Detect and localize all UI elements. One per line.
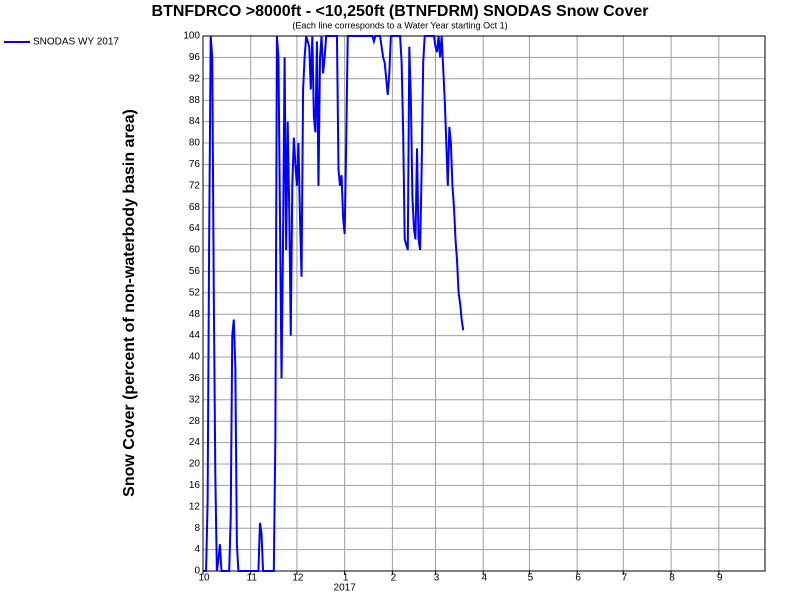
x-tick-label: 8 bbox=[669, 573, 675, 584]
y-tick-label: 76 bbox=[189, 159, 201, 170]
x-tick-label: 5 bbox=[528, 573, 534, 584]
y-tick-label: 8 bbox=[194, 523, 200, 534]
x-tick-label: 12 bbox=[292, 573, 304, 584]
y-tick-label: 68 bbox=[189, 202, 201, 213]
y-tick-label: 64 bbox=[189, 223, 201, 234]
chart-title: BTNFDRCO >8000ft - <10,250ft (BTNFDRM) S… bbox=[152, 3, 649, 20]
y-tick-label: 100 bbox=[183, 31, 200, 42]
y-tick-label: 20 bbox=[189, 459, 201, 470]
legend-label: SNODAS WY 2017 bbox=[33, 37, 119, 48]
x-tick-label: 2 bbox=[391, 573, 397, 584]
y-tick-label: 0 bbox=[194, 566, 200, 577]
y-tick-label: 72 bbox=[189, 180, 201, 191]
y-axis-label: Snow Cover (percent of non-waterbody bas… bbox=[121, 109, 138, 497]
y-tick-label: 92 bbox=[189, 73, 201, 84]
x-tick-label: 11 bbox=[247, 573, 258, 584]
y-tick-label: 12 bbox=[189, 501, 201, 512]
x-tick-label: 4 bbox=[481, 573, 487, 584]
y-tick-label: 24 bbox=[189, 437, 201, 448]
chart-subtitle: (Each line corresponds to a Water Year s… bbox=[292, 20, 507, 30]
y-tick-label: 40 bbox=[189, 352, 201, 363]
y-tick-label: 48 bbox=[189, 309, 201, 320]
y-tick-label: 32 bbox=[189, 394, 201, 405]
y-tick-label: 80 bbox=[189, 138, 201, 149]
y-tick-label: 88 bbox=[189, 95, 201, 106]
plot-area bbox=[203, 36, 765, 571]
y-tick-label: 84 bbox=[189, 116, 201, 127]
y-tick-label: 28 bbox=[189, 416, 201, 427]
y-tick-label: 4 bbox=[194, 544, 200, 555]
y-tick-label: 16 bbox=[189, 480, 201, 491]
x-tick-label: 7 bbox=[622, 573, 628, 584]
y-tick-label: 60 bbox=[189, 245, 201, 256]
x-tick-label: 3 bbox=[434, 573, 440, 584]
y-tick-label: 44 bbox=[189, 330, 201, 341]
y-tick-label: 52 bbox=[189, 287, 201, 298]
plot-border bbox=[202, 35, 766, 572]
y-tick-label: 56 bbox=[189, 266, 201, 277]
data-line bbox=[203, 35, 465, 572]
y-tick-label: 36 bbox=[189, 373, 201, 384]
x-tick-label: 6 bbox=[575, 573, 581, 584]
x-tick-label: 9 bbox=[717, 573, 723, 584]
y-tick-label: 96 bbox=[189, 52, 201, 63]
x-tick-label: 1 bbox=[343, 573, 349, 584]
x-year-label: 2017 bbox=[334, 583, 357, 594]
x-tick-label: 10 bbox=[198, 573, 210, 584]
